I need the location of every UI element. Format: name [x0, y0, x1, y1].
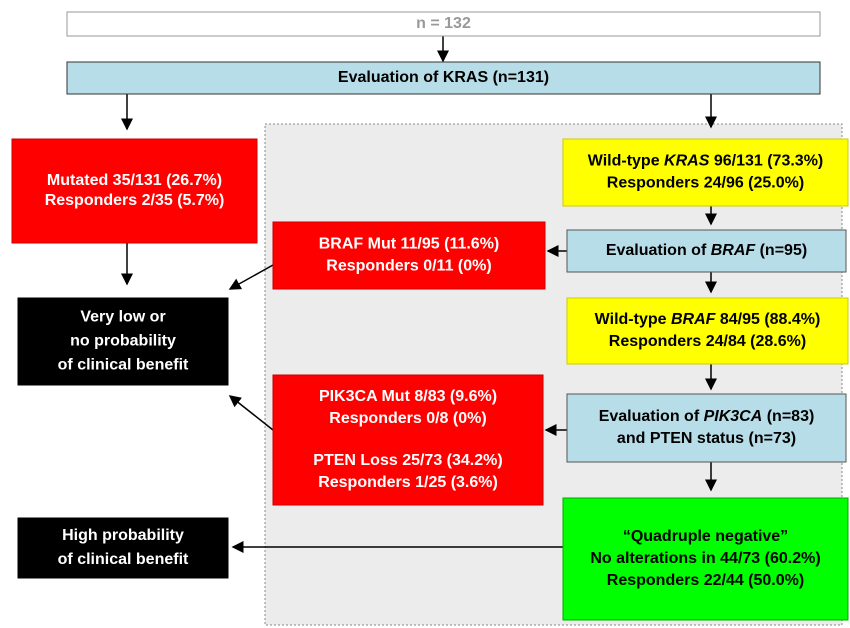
node-text: of clinical benefit — [58, 551, 189, 568]
braf-eval-node: Evaluation of BRAF (n=95) — [566, 229, 847, 273]
text-run: Evaluation of KRAS (n=131) — [338, 69, 549, 86]
node-box — [272, 374, 544, 506]
text-run: (n=95) — [755, 242, 807, 259]
text-run: KRAS — [664, 153, 710, 170]
high-node: High probability of clinical benefit — [17, 517, 229, 579]
text-run: 96/131 (73.3%) — [709, 153, 823, 170]
node-box — [562, 138, 849, 207]
node-box — [566, 393, 847, 463]
node-text: “Quadruple negative” — [623, 528, 788, 545]
braf-wt-node: Wild-type BRAF 84/95 (88.4%) Responders 2… — [566, 297, 849, 365]
node-box — [17, 517, 229, 579]
node-text: Evaluation of BRAF (n=95) — [606, 242, 807, 259]
node-text: Responders 0/8 (0%) — [329, 410, 486, 427]
text-run: BRAF Mut 11/95 (11.6%) — [319, 236, 500, 253]
pik-mut-node: PIK3CA Mut 8/83 (9.6%) Responders 0/8 (0%… — [272, 374, 544, 506]
text-run: Wild-type — [588, 153, 664, 170]
text-run: Evaluation of — [599, 408, 704, 425]
text-run: BRAF — [711, 242, 757, 259]
kras-wt-node: Wild-type KRAS 96/131 (73.3%) Responders … — [562, 138, 849, 207]
text-run: “Quadruple negative” — [623, 528, 788, 545]
node-text: of clinical benefit — [58, 357, 189, 374]
text-run: PIK3CA — [704, 408, 763, 425]
node-text: Responders 22/44 (50.0%) — [607, 572, 804, 589]
text-run: Responders 2/35 (5.7%) — [45, 192, 225, 209]
quad-node: “Quadruple negative” No alterations in 44… — [562, 497, 849, 621]
node-text: Wild-type BRAF 84/95 (88.4%) — [595, 311, 821, 328]
node-text: BRAF Mut 11/95 (11.6%) — [319, 236, 500, 253]
text-run: 84/95 (88.4%) — [715, 311, 820, 328]
node-box — [11, 138, 258, 244]
text-run: BRAF — [671, 311, 717, 328]
braf-mut-node: BRAF Mut 11/95 (11.6%) Responders 0/11 (0… — [272, 221, 546, 290]
text-run: Responders 24/84 (28.6%) — [609, 333, 806, 350]
total-node: n = 132 — [66, 11, 821, 37]
low-node: Very low or no probability of clinical ben… — [17, 297, 229, 386]
node-text: No alterations in 44/73 (60.2%) — [590, 550, 820, 567]
node-text: Wild-type KRAS 96/131 (73.3%) — [588, 153, 824, 170]
node-text: Very low or — [80, 309, 165, 326]
node-text: Responders 2/35 (5.7%) — [45, 192, 225, 209]
kras-eval-node: Evaluation of KRAS (n=131) — [66, 61, 821, 95]
connectors — [121, 36, 717, 553]
node-text: High probability — [62, 527, 184, 544]
text-run: Responders 1/25 (3.6%) — [318, 474, 498, 491]
node-text: Mutated 35/131 (26.7%) — [47, 172, 222, 189]
node-text: Evaluation of KRAS (n=131) — [338, 69, 549, 86]
text-run: PIK3CA Mut 8/83 (9.6%) — [319, 388, 497, 405]
node-text: Responders 1/25 (3.6%) — [318, 474, 498, 491]
text-run: High probability — [62, 527, 184, 544]
text-run: (n=83) — [762, 408, 814, 425]
node-text: Responders 24/96 (25.0%) — [607, 175, 804, 192]
pik-eval-node: Evaluation of PIK3CA (n=83) and PTEN stat… — [566, 393, 847, 463]
text-run: Mutated 35/131 (26.7%) — [47, 172, 222, 189]
text-run: Wild-type — [595, 311, 671, 328]
text-run: Evaluation of — [606, 242, 711, 259]
text-run: Very low or — [80, 309, 165, 326]
node-box — [562, 497, 849, 621]
text-run: n = 132 — [416, 15, 471, 32]
text-run: Responders 22/44 (50.0%) — [607, 572, 804, 589]
node-box — [66, 61, 821, 95]
node-text: n = 132 — [416, 15, 471, 32]
node-text: Responders 24/84 (28.6%) — [609, 333, 806, 350]
text-run: No alterations in 44/73 (60.2%) — [590, 550, 820, 567]
text-run: Responders 0/8 (0%) — [329, 410, 486, 427]
text-run: Responders 0/11 (0%) — [326, 258, 491, 275]
node-box — [566, 297, 849, 365]
node-box — [17, 297, 229, 386]
node-box — [566, 229, 847, 273]
node-box — [66, 11, 821, 37]
text-run: PTEN Loss 25/73 (34.2%) — [313, 452, 502, 469]
text-run: of clinical benefit — [58, 357, 189, 374]
node-text: no probability — [70, 333, 176, 350]
node-text: Responders 0/11 (0%) — [326, 258, 491, 275]
node-box — [272, 221, 546, 290]
text-run: of clinical benefit — [58, 551, 189, 568]
kras-mut-node: Mutated 35/131 (26.7%) Responders 2/35 (5… — [11, 138, 258, 244]
node-text: PIK3CA Mut 8/83 (9.6%) — [319, 388, 497, 405]
text-run: Responders 24/96 (25.0%) — [607, 175, 804, 192]
node-text: and PTEN status (n=73) — [617, 430, 796, 447]
node-text: PTEN Loss 25/73 (34.2%) — [313, 452, 502, 469]
text-run: and PTEN status (n=73) — [617, 430, 796, 447]
text-run: no probability — [70, 333, 176, 350]
node-text: Evaluation of PIK3CA (n=83) — [599, 408, 815, 425]
